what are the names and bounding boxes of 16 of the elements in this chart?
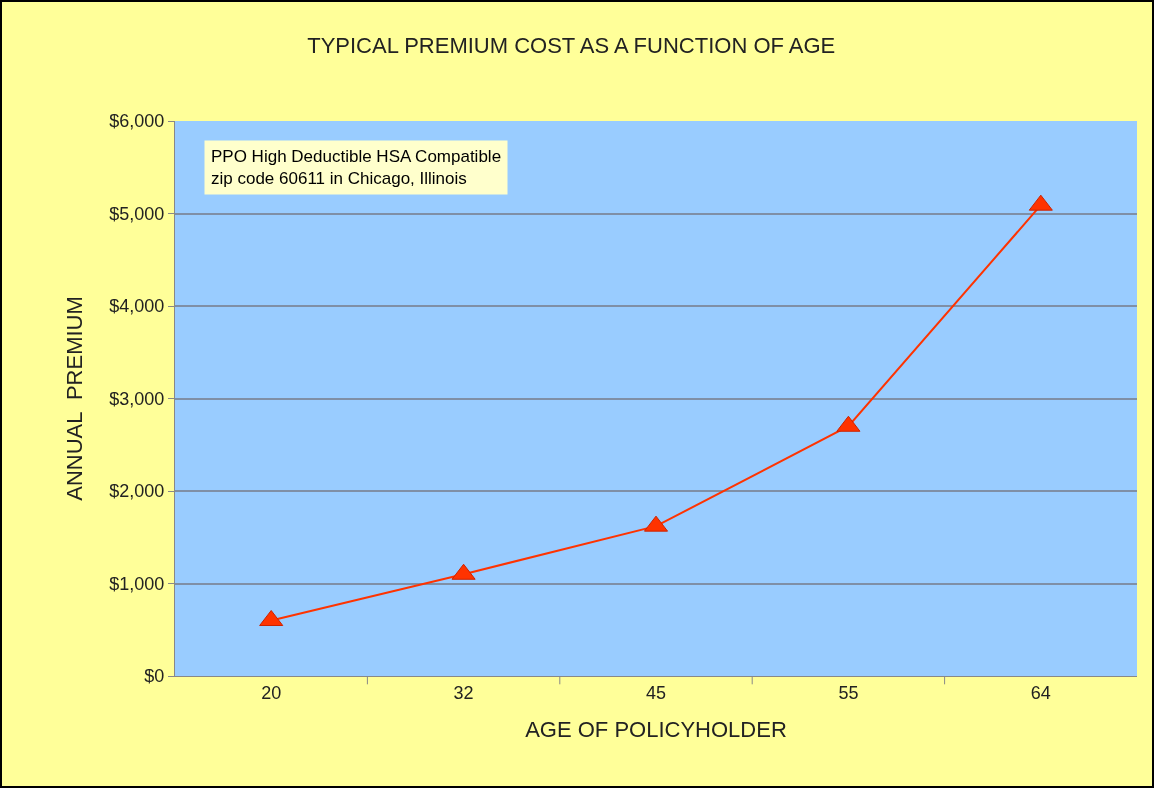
- y-tick-label: $1,000: [109, 573, 165, 594]
- y-tick-label: $0: [144, 666, 165, 687]
- y-tick-label: $4,000: [109, 296, 165, 317]
- y-tick-label: $3,000: [109, 388, 165, 409]
- y-axis-title: ANNUAL PREMIUM: [62, 296, 88, 501]
- chart-title: TYPICAL PREMIUM COST AS A FUNCTION OF AGE: [307, 32, 836, 58]
- y-tick-label: $2,000: [109, 481, 165, 502]
- x-tick-label: 45: [645, 682, 667, 703]
- y-tick-label: $6,000: [109, 111, 165, 132]
- x-axis-title: AGE OF POLICYHOLDER: [525, 717, 787, 743]
- x-tick-label: 64: [1030, 682, 1051, 703]
- x-tick-label: 32: [453, 682, 474, 703]
- y-tick-label: $5,000: [109, 203, 165, 224]
- x-tick-label: 20: [261, 682, 282, 703]
- annotation: PPO High Deductible HSA Compatible zip code 60611 in Chicago, Illinois: [211, 147, 502, 189]
- x-tick-label: 55: [838, 682, 859, 703]
